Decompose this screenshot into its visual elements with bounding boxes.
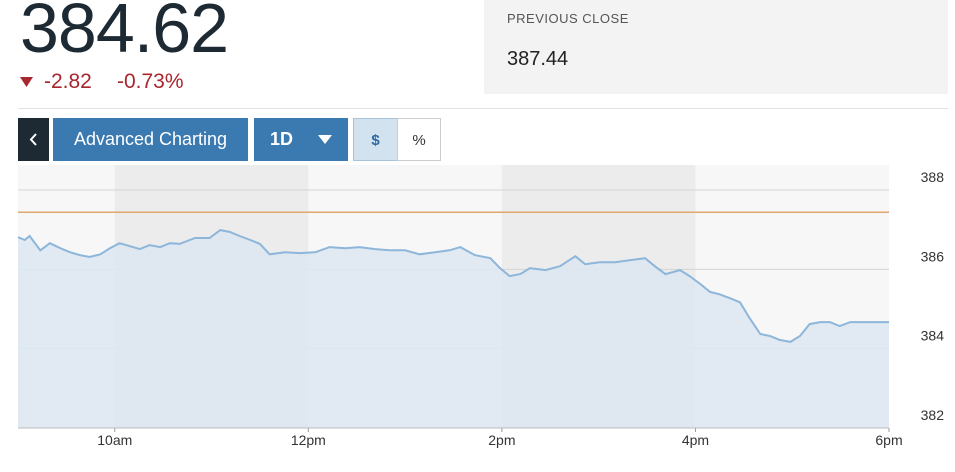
collapse-button[interactable] [18, 118, 49, 161]
previous-close-box: PREVIOUS CLOSE 387.44 [484, 0, 948, 94]
y-tick-label: 384 [921, 328, 945, 344]
x-tick-label: 10am [97, 432, 132, 448]
advanced-charting-button[interactable]: Advanced Charting [53, 118, 248, 161]
y-tick-label: 388 [921, 169, 945, 185]
x-tick-label: 4pm [682, 432, 709, 448]
change: -2.82 [44, 70, 92, 93]
previous-close-value: 387.44 [507, 48, 569, 70]
range-dropdown[interactable]: 1D [254, 118, 348, 161]
chevron-icon [29, 133, 37, 146]
x-tick-label: 6pm [875, 432, 902, 448]
range-label: 1D [270, 129, 294, 149]
change-percent: -0.73% [117, 70, 184, 93]
price: 384.62 [20, 0, 229, 67]
down-arrow [20, 77, 33, 87]
y-tick-label: 382 [921, 407, 945, 423]
percent-toggle[interactable]: % [397, 118, 441, 161]
separator [18, 108, 948, 109]
dropdown-arrow [318, 135, 332, 144]
x-tick-label: 12pm [291, 432, 326, 448]
previous-close-label: PREVIOUS CLOSE [507, 11, 629, 26]
dollar-toggle[interactable]: $ [353, 118, 398, 161]
price-area [18, 230, 889, 428]
y-tick-label: 386 [921, 248, 945, 264]
x-tick-label: 2pm [488, 432, 515, 448]
price-line [17, 229, 889, 343]
